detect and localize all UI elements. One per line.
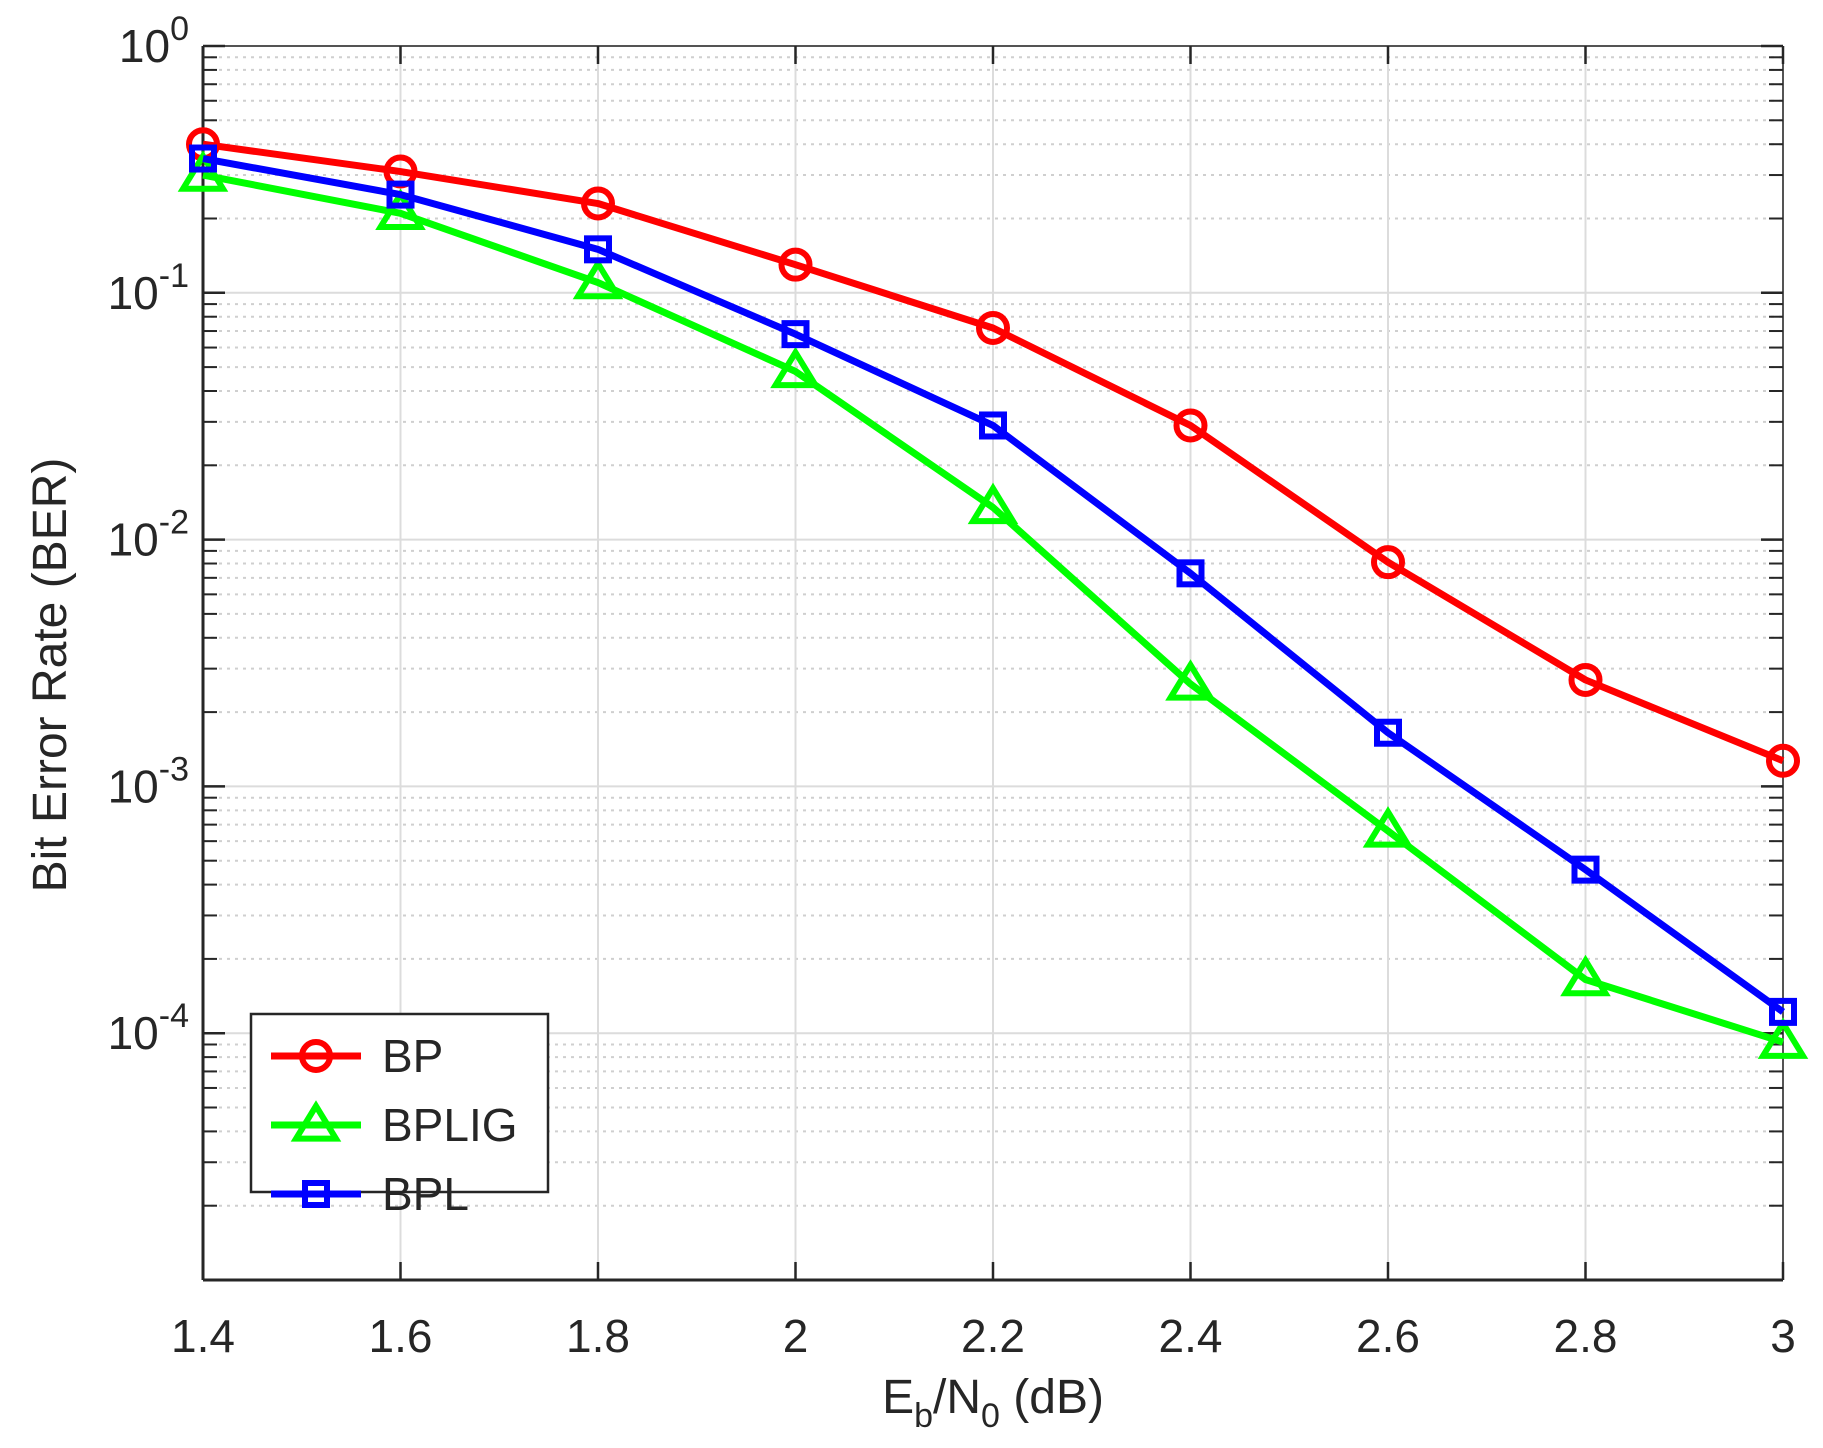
legend-label-bp: BP (382, 1030, 443, 1082)
data-point-bplig (1165, 659, 1216, 701)
data-point-bp (976, 311, 1010, 346)
y-tick-label: 10-2 (108, 504, 189, 566)
data-point-bplig (572, 257, 624, 300)
data-point-bp (581, 186, 615, 221)
series-layer (177, 127, 1809, 1059)
data-point-bplig (1560, 954, 1611, 997)
x-tick-label: 1.6 (369, 1310, 433, 1362)
x-tick-label: 1.4 (171, 1310, 235, 1362)
series-line-bplig (202, 171, 1785, 1046)
data-point-bpl (781, 320, 810, 349)
data-point-bplig (1362, 806, 1414, 848)
data-point-bp (1371, 545, 1405, 580)
legend-marker-bp (299, 1039, 333, 1073)
data-point-bplig (375, 188, 426, 230)
y-axis-label: Bit Error Rate (BER) (24, 458, 77, 893)
x-tick-label: 2.8 (1554, 1310, 1618, 1362)
data-point-bp (1173, 408, 1208, 443)
data-point-bplig (967, 482, 1019, 525)
data-point-bplig (1757, 1017, 1809, 1059)
legend-label-bplig: BPLIG (382, 1099, 518, 1151)
data-point-bpl (1769, 997, 1797, 1026)
x-tick-label: 2.4 (1159, 1310, 1223, 1362)
series-line-bp (202, 140, 1785, 765)
data-point-bplig (770, 346, 821, 389)
data-point-bpl (584, 235, 612, 264)
data-point-bpl (979, 411, 1007, 440)
legend-label-bpl: BPL (382, 1168, 469, 1220)
x-tick-label: 1.8 (566, 1310, 630, 1362)
data-point-bp (1568, 662, 1603, 697)
y-tick-label: 10-1 (108, 257, 189, 319)
data-point-bpl (386, 180, 415, 209)
data-point-bpl (1374, 718, 1402, 747)
data-point-bp (1766, 743, 1800, 778)
x-tick-label: 2.2 (961, 1310, 1025, 1362)
x-tick-label: 2 (783, 1310, 809, 1362)
y-tick-label: 10-4 (108, 997, 189, 1059)
data-point-bp (778, 247, 813, 282)
x-axis-ticks: 1.4 1.6 1.8 2 2.2 2.4 2.6 2.8 3 (171, 46, 1796, 1362)
x-tick-label: 2.6 (1356, 1310, 1420, 1362)
x-axis-label: Eb/N0 (dB) (882, 1371, 1104, 1435)
data-point-bpl (189, 144, 217, 173)
x-tick-label: 3 (1770, 1310, 1796, 1362)
y-tick-label: 100 (119, 10, 189, 72)
data-point-bpl (1176, 559, 1205, 588)
data-point-bpl (1571, 855, 1600, 884)
y-tick-label: 10-3 (108, 750, 189, 812)
series-line-bpl (202, 155, 1786, 1015)
legend-marker-bpl (302, 1180, 330, 1208)
legend-box (249, 1012, 550, 1194)
legend: BP BPLIG BPL (249, 1012, 550, 1220)
legend-marker-bplig (290, 1100, 342, 1142)
